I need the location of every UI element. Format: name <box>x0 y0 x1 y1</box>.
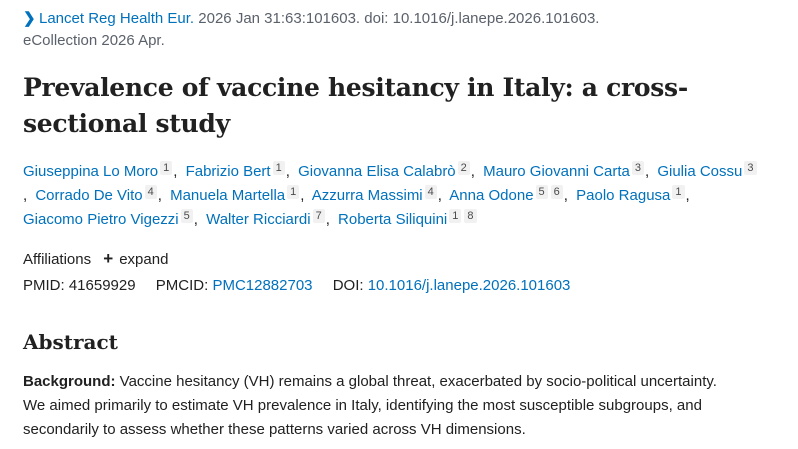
doi-link[interactable]: 10.1016/j.lanepe.2026.101603 <box>367 277 571 294</box>
author-link[interactable]: Giacomo Pietro Vigezzi <box>23 211 179 228</box>
background-text: Vaccine hesitancy (VH) remains a global … <box>23 373 717 438</box>
author-link[interactable]: Giuseppina Lo Moro <box>23 163 159 180</box>
author-link[interactable]: Giovanna Elisa Calabrò <box>298 163 456 180</box>
author-link[interactable]: Corrado De Vito <box>35 187 143 204</box>
pmid-value: 41659929 <box>68 277 136 294</box>
affiliation-number[interactable]: 3 <box>744 161 757 175</box>
expand-affiliations-button[interactable]: + expand <box>103 249 169 268</box>
author-separator: , <box>325 211 330 228</box>
chevron-right-icon[interactable]: ❯ <box>23 10 36 27</box>
citation-details: 2026 Jan 31:63:101603. doi: 10.1016/j.la… <box>198 10 600 27</box>
plus-icon: + <box>103 249 114 268</box>
affiliation-number[interactable]: 2 <box>457 161 470 175</box>
author-separator: , <box>300 187 305 204</box>
pmid-label: PMID: <box>23 277 65 294</box>
author-link[interactable]: Manuela Martella <box>170 187 286 204</box>
affiliation-number[interactable]: 1 <box>272 161 285 175</box>
author-link[interactable]: Azzurra Massimi <box>311 187 423 204</box>
author-link[interactable]: Walter Ricciardi <box>206 211 311 228</box>
author-separator: , <box>437 187 442 204</box>
author-separator: , <box>470 163 475 180</box>
journal-link[interactable]: Lancet Reg Health Eur. <box>39 10 195 27</box>
doi-label: DOI: <box>332 277 364 294</box>
author-separator: , <box>157 187 162 204</box>
abstract-heading: Abstract <box>23 330 118 354</box>
affiliations-label: Affiliations <box>23 251 92 268</box>
author-separator: , <box>685 187 690 204</box>
author-list: Giuseppina Lo Moro 1, Fabrizio Bert 1, Gio… <box>23 160 763 232</box>
author-link[interactable]: Giulia Cossu <box>657 163 743 180</box>
citation-line: ❯ Lancet Reg Health Eur. 2026 Jan 31:63:1… <box>23 8 763 52</box>
author-separator: , <box>23 187 28 204</box>
affiliation-number[interactable]: 1 <box>160 161 173 175</box>
article-title: Prevalence of vaccine hesitancy in Italy… <box>23 73 688 138</box>
pmcid-link[interactable]: PMC12882703 <box>212 277 313 294</box>
identifiers-row: PMID: 41659929 PMCID: PMC12882703 DOI: 1… <box>23 275 586 297</box>
author-separator: , <box>193 211 198 228</box>
author-separator: , <box>644 163 650 180</box>
affiliation-number[interactable]: 6 <box>550 185 563 199</box>
affiliation-number[interactable]: 5 <box>535 185 548 199</box>
affiliation-number[interactable]: 3 <box>631 161 644 175</box>
author-separator: , <box>173 163 178 180</box>
affiliations-row: Affiliations + expand <box>23 248 168 271</box>
expand-label: expand <box>119 251 169 268</box>
author-link[interactable]: Roberta Siliquini <box>338 211 448 228</box>
author-link[interactable]: Anna Odone <box>449 187 534 204</box>
affiliation-number[interactable]: 7 <box>312 209 325 223</box>
affiliation-number[interactable]: 5 <box>180 209 193 223</box>
abstract-background: Background: Vaccine hesitancy (VH) remai… <box>23 370 743 442</box>
author-link[interactable]: Paolo Ragusa <box>576 187 671 204</box>
affiliation-number[interactable]: 8 <box>464 209 477 223</box>
ecollection-text: eCollection 2026 Apr. <box>23 32 165 49</box>
author-link[interactable]: Mauro Giovanni Carta <box>483 163 630 180</box>
affiliation-number[interactable]: 1 <box>287 185 300 199</box>
affiliation-number[interactable]: 4 <box>424 185 437 199</box>
background-label: Background: <box>23 373 116 390</box>
author-separator: , <box>563 187 568 204</box>
pmcid-label: PMCID: <box>155 277 209 294</box>
affiliation-number[interactable]: 1 <box>672 185 685 199</box>
author-separator: , <box>285 163 290 180</box>
affiliation-number[interactable]: 4 <box>144 185 157 199</box>
author-link[interactable]: Fabrizio Bert <box>185 163 271 180</box>
affiliation-number[interactable]: 1 <box>449 209 462 223</box>
